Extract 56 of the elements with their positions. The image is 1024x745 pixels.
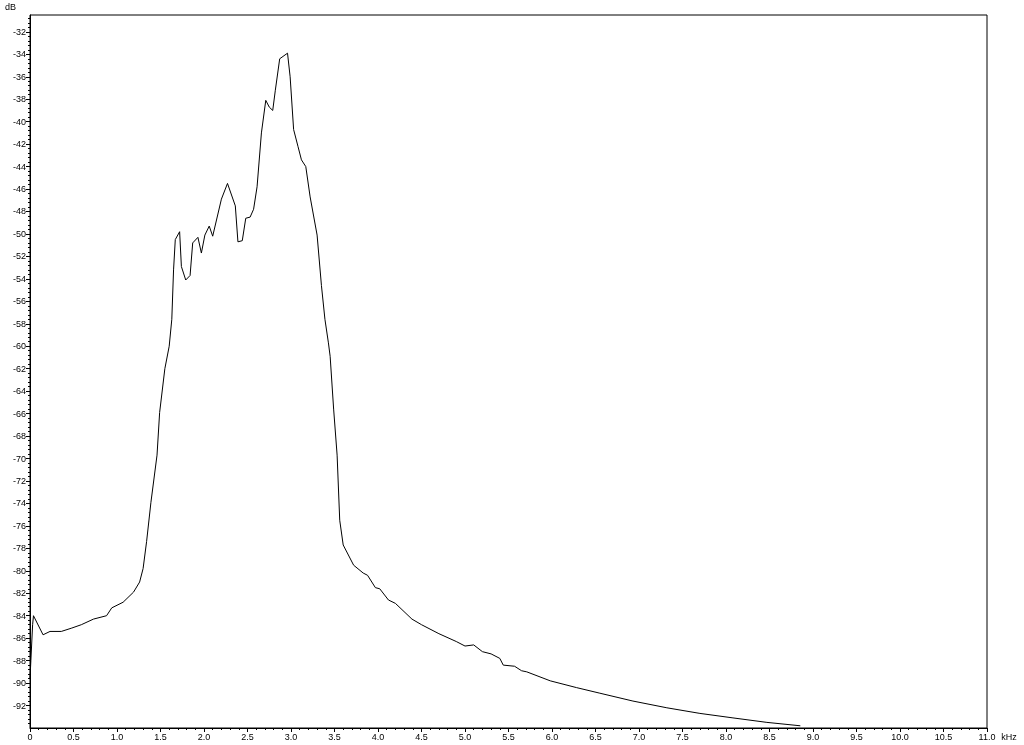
x-tick-label: 6.5	[589, 731, 602, 742]
y-tick-label: -52	[12, 251, 26, 262]
y-tick-label: -68	[12, 431, 26, 442]
x-tick-label: 7.0	[632, 731, 646, 742]
x-tick-label: 8.5	[763, 731, 776, 742]
y-tick-label: -48	[12, 206, 26, 217]
y-tick-label: -40	[12, 116, 26, 127]
y-tick-label: -70	[12, 453, 26, 464]
y-tick-label: -88	[12, 655, 26, 666]
y-tick-label: -92	[12, 700, 26, 711]
x-tick-label: 9.0	[806, 731, 820, 742]
y-axis-title: dB	[4, 1, 16, 12]
y-tick-label: -66	[12, 408, 26, 419]
y-tick-label: -32	[12, 26, 26, 37]
y-tick-label: -80	[12, 565, 26, 576]
x-tick-label: 0.5	[67, 731, 80, 742]
x-tick-label: 5.5	[502, 731, 515, 742]
y-tick-label: -34	[12, 49, 26, 60]
x-tick-label: 1.0	[110, 731, 124, 742]
x-tick-label: 3.5	[328, 731, 341, 742]
y-tick-label: -72	[12, 475, 26, 486]
y-tick-label: -50	[12, 228, 26, 239]
x-tick-label: 1.5	[154, 731, 167, 742]
y-tick-label: -74	[12, 498, 26, 509]
x-tick-label: 5.0	[458, 731, 472, 742]
y-tick-label: -42	[12, 139, 26, 150]
y-tick-label: -36	[12, 71, 26, 82]
x-tick-label: 10.0	[891, 731, 909, 742]
y-tick-label: -84	[12, 610, 26, 621]
x-tick-label: 9.5	[850, 731, 863, 742]
x-tick-label: 2.5	[241, 731, 254, 742]
x-tick-label: 6.0	[545, 731, 559, 742]
y-tick-label: -64	[12, 386, 26, 397]
x-tick-label: 4.0	[371, 731, 385, 742]
x-tick-label: 3.0	[284, 731, 298, 742]
y-tick-label: -58	[12, 318, 26, 329]
y-tick-label: -38	[12, 94, 26, 105]
x-tick-label: 8.0	[719, 731, 733, 742]
x-axis-title: kHz	[1001, 731, 1018, 742]
y-tick-label: -86	[12, 633, 26, 644]
x-tick-label: 11.0	[978, 731, 996, 742]
y-tick-label: -62	[12, 363, 26, 374]
x-tick-label: 10.5	[934, 731, 953, 742]
y-tick-label: -56	[12, 296, 26, 307]
y-tick-label: -82	[12, 588, 26, 599]
y-tick-label: -60	[12, 341, 26, 352]
y-tick-label: -44	[12, 161, 26, 172]
y-tick-label: -46	[12, 184, 26, 195]
y-tick-label: -78	[12, 543, 26, 554]
y-tick-label: -54	[12, 273, 26, 284]
x-tick-label: 7.5	[676, 731, 689, 742]
y-tick-label: -76	[12, 520, 26, 531]
x-tick-label: 4.5	[415, 731, 428, 742]
x-tick-label: 0	[27, 731, 33, 742]
y-tick-label: -90	[12, 678, 26, 689]
x-tick-label: 2.0	[197, 731, 211, 742]
